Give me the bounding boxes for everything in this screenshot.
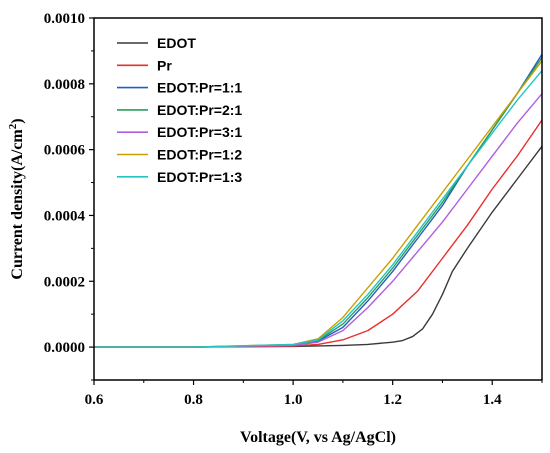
legend-label-0: EDOT [157,35,196,51]
legend-label-2: EDOT:Pr=1:1 [157,80,242,96]
y-tick-label: 0.0006 [44,143,86,159]
series-line-4 [94,93,543,348]
y-axis-title-main: Current density(A/cm [9,129,26,280]
series-line-0 [94,145,543,348]
series-layer [94,53,543,348]
series-line-2 [94,53,543,348]
x-axis-title: Voltage(V, vs Ag/AgCl) [240,429,396,446]
x-tick-label: 1.4 [483,392,502,408]
x-tick-label: 0.6 [85,392,104,408]
legend-label-5: EDOT:Pr=1:2 [157,147,242,163]
y-tick-label: 0.0008 [44,77,85,93]
x-tick-label: 1.0 [284,392,303,408]
y-axis-title-end: ) [9,118,26,123]
y-axis-title-superscript: 2 [7,123,19,129]
plot-frame [93,17,543,381]
y-tick-label: 0.0010 [44,11,85,27]
y-tick-label: 0.0004 [44,208,86,224]
y-tick-label: 0.0000 [44,340,85,356]
y-axis-title: Current density(A/cm2) [7,118,26,279]
legend-label-6: EDOT:Pr=1:3 [157,169,242,185]
legend-label-3: EDOT:Pr=2:1 [157,102,242,118]
legend-label-4: EDOT:Pr=3:1 [157,124,242,140]
ticks-layer: 0.6 0.8 1.0 1.2 1.4 0.0000 0.0002 0.0004 0.0006 0… [44,11,543,408]
series-line-6 [94,70,543,348]
x-tick-label: 0.8 [184,392,203,408]
x-tick-label: 1.2 [383,392,402,408]
legend: EDOT Pr EDOT:Pr=1:1 EDOT:Pr=2:1 EDOT:Pr=3:1 E… [117,35,242,185]
y-tick-label: 0.0002 [44,274,85,290]
legend-label-1: Pr [157,57,172,73]
